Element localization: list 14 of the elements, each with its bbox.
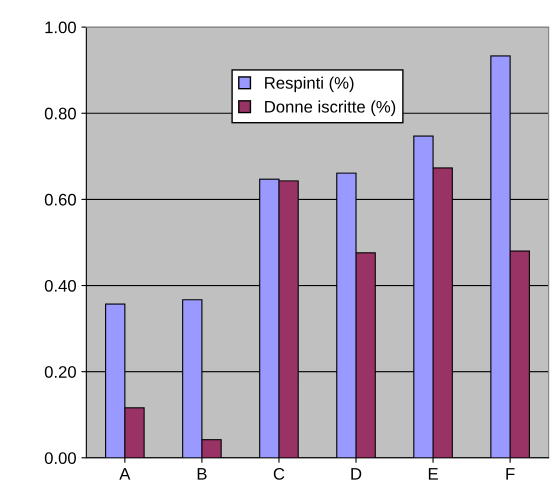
x-tick-label: A — [119, 468, 130, 480]
y-tick-label: 0.40 — [44, 280, 76, 292]
y-tick-label: 0.20 — [44, 366, 76, 378]
x-tick-label: E — [428, 468, 438, 480]
y-tick-label: 1.00 — [45, 22, 76, 34]
y-tick-label: 0.80 — [44, 108, 76, 120]
x-tick-label: B — [198, 468, 207, 480]
legend-label: Respinti (%) — [265, 76, 354, 92]
x-tick-label: C — [274, 468, 284, 480]
legend-label: Donne iscritte (%) — [265, 100, 396, 116]
x-tick-label: D — [351, 468, 362, 480]
y-tick-label: 0.00 — [44, 452, 76, 464]
x-tick-label: F — [506, 468, 515, 480]
y-tick-label: 0.60 — [44, 194, 76, 206]
